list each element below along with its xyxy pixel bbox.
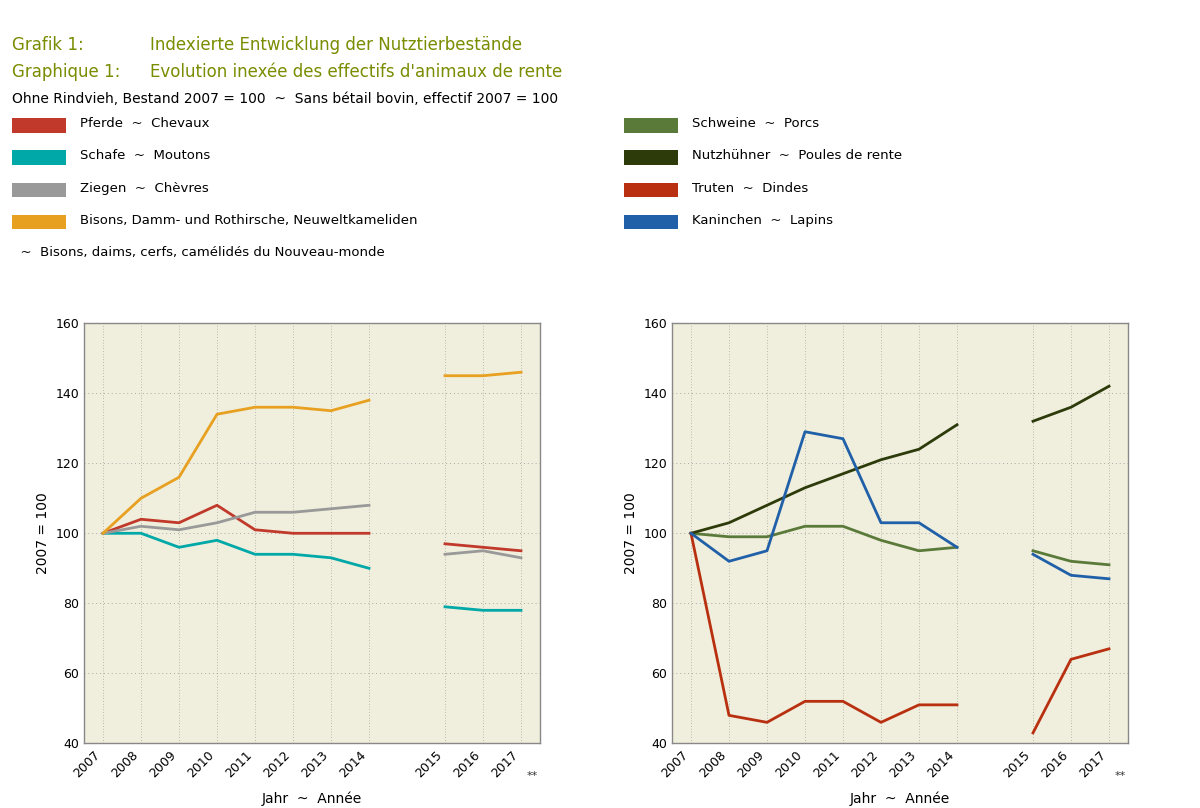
Text: Nutzhühner  ~  Poules de rente: Nutzhühner ~ Poules de rente [692,149,902,162]
Text: Pferde  ~  Chevaux: Pferde ~ Chevaux [80,117,210,130]
X-axis label: Jahr  ~  Année: Jahr ~ Année [262,791,362,806]
Text: Grafik 1:: Grafik 1: [12,36,84,54]
Text: Graphique 1:: Graphique 1: [12,63,120,81]
Text: Bisons, Damm- und Rothirsche, Neuweltkameliden: Bisons, Damm- und Rothirsche, Neuweltkam… [80,214,418,227]
Text: Indexierte Entwicklung der Nutztierbestände: Indexierte Entwicklung der Nutztierbestä… [150,36,522,54]
Text: Truten  ~  Dindes: Truten ~ Dindes [692,182,809,195]
X-axis label: Jahr  ~  Année: Jahr ~ Année [850,791,950,806]
Text: Ohne Rindvieh, Bestand 2007 = 100  ~  Sans bétail bovin, effectif 2007 = 100: Ohne Rindvieh, Bestand 2007 = 100 ~ Sans… [12,92,558,106]
Text: Schweine  ~  Porcs: Schweine ~ Porcs [692,117,820,130]
Text: **: ** [527,772,538,781]
Text: Kaninchen  ~  Lapins: Kaninchen ~ Lapins [692,214,834,227]
Y-axis label: 2007 = 100: 2007 = 100 [36,492,49,574]
Text: ~  Bisons, daims, cerfs, camélidés du Nouveau-monde: ~ Bisons, daims, cerfs, camélidés du Nou… [12,246,385,259]
Text: Ziegen  ~  Chèvres: Ziegen ~ Chèvres [80,182,209,195]
Text: Schafe  ~  Moutons: Schafe ~ Moutons [80,149,211,162]
Text: **: ** [1115,772,1126,781]
Text: Evolution inexée des effectifs d'animaux de rente: Evolution inexée des effectifs d'animaux… [150,63,563,81]
Y-axis label: 2007 = 100: 2007 = 100 [624,492,637,574]
